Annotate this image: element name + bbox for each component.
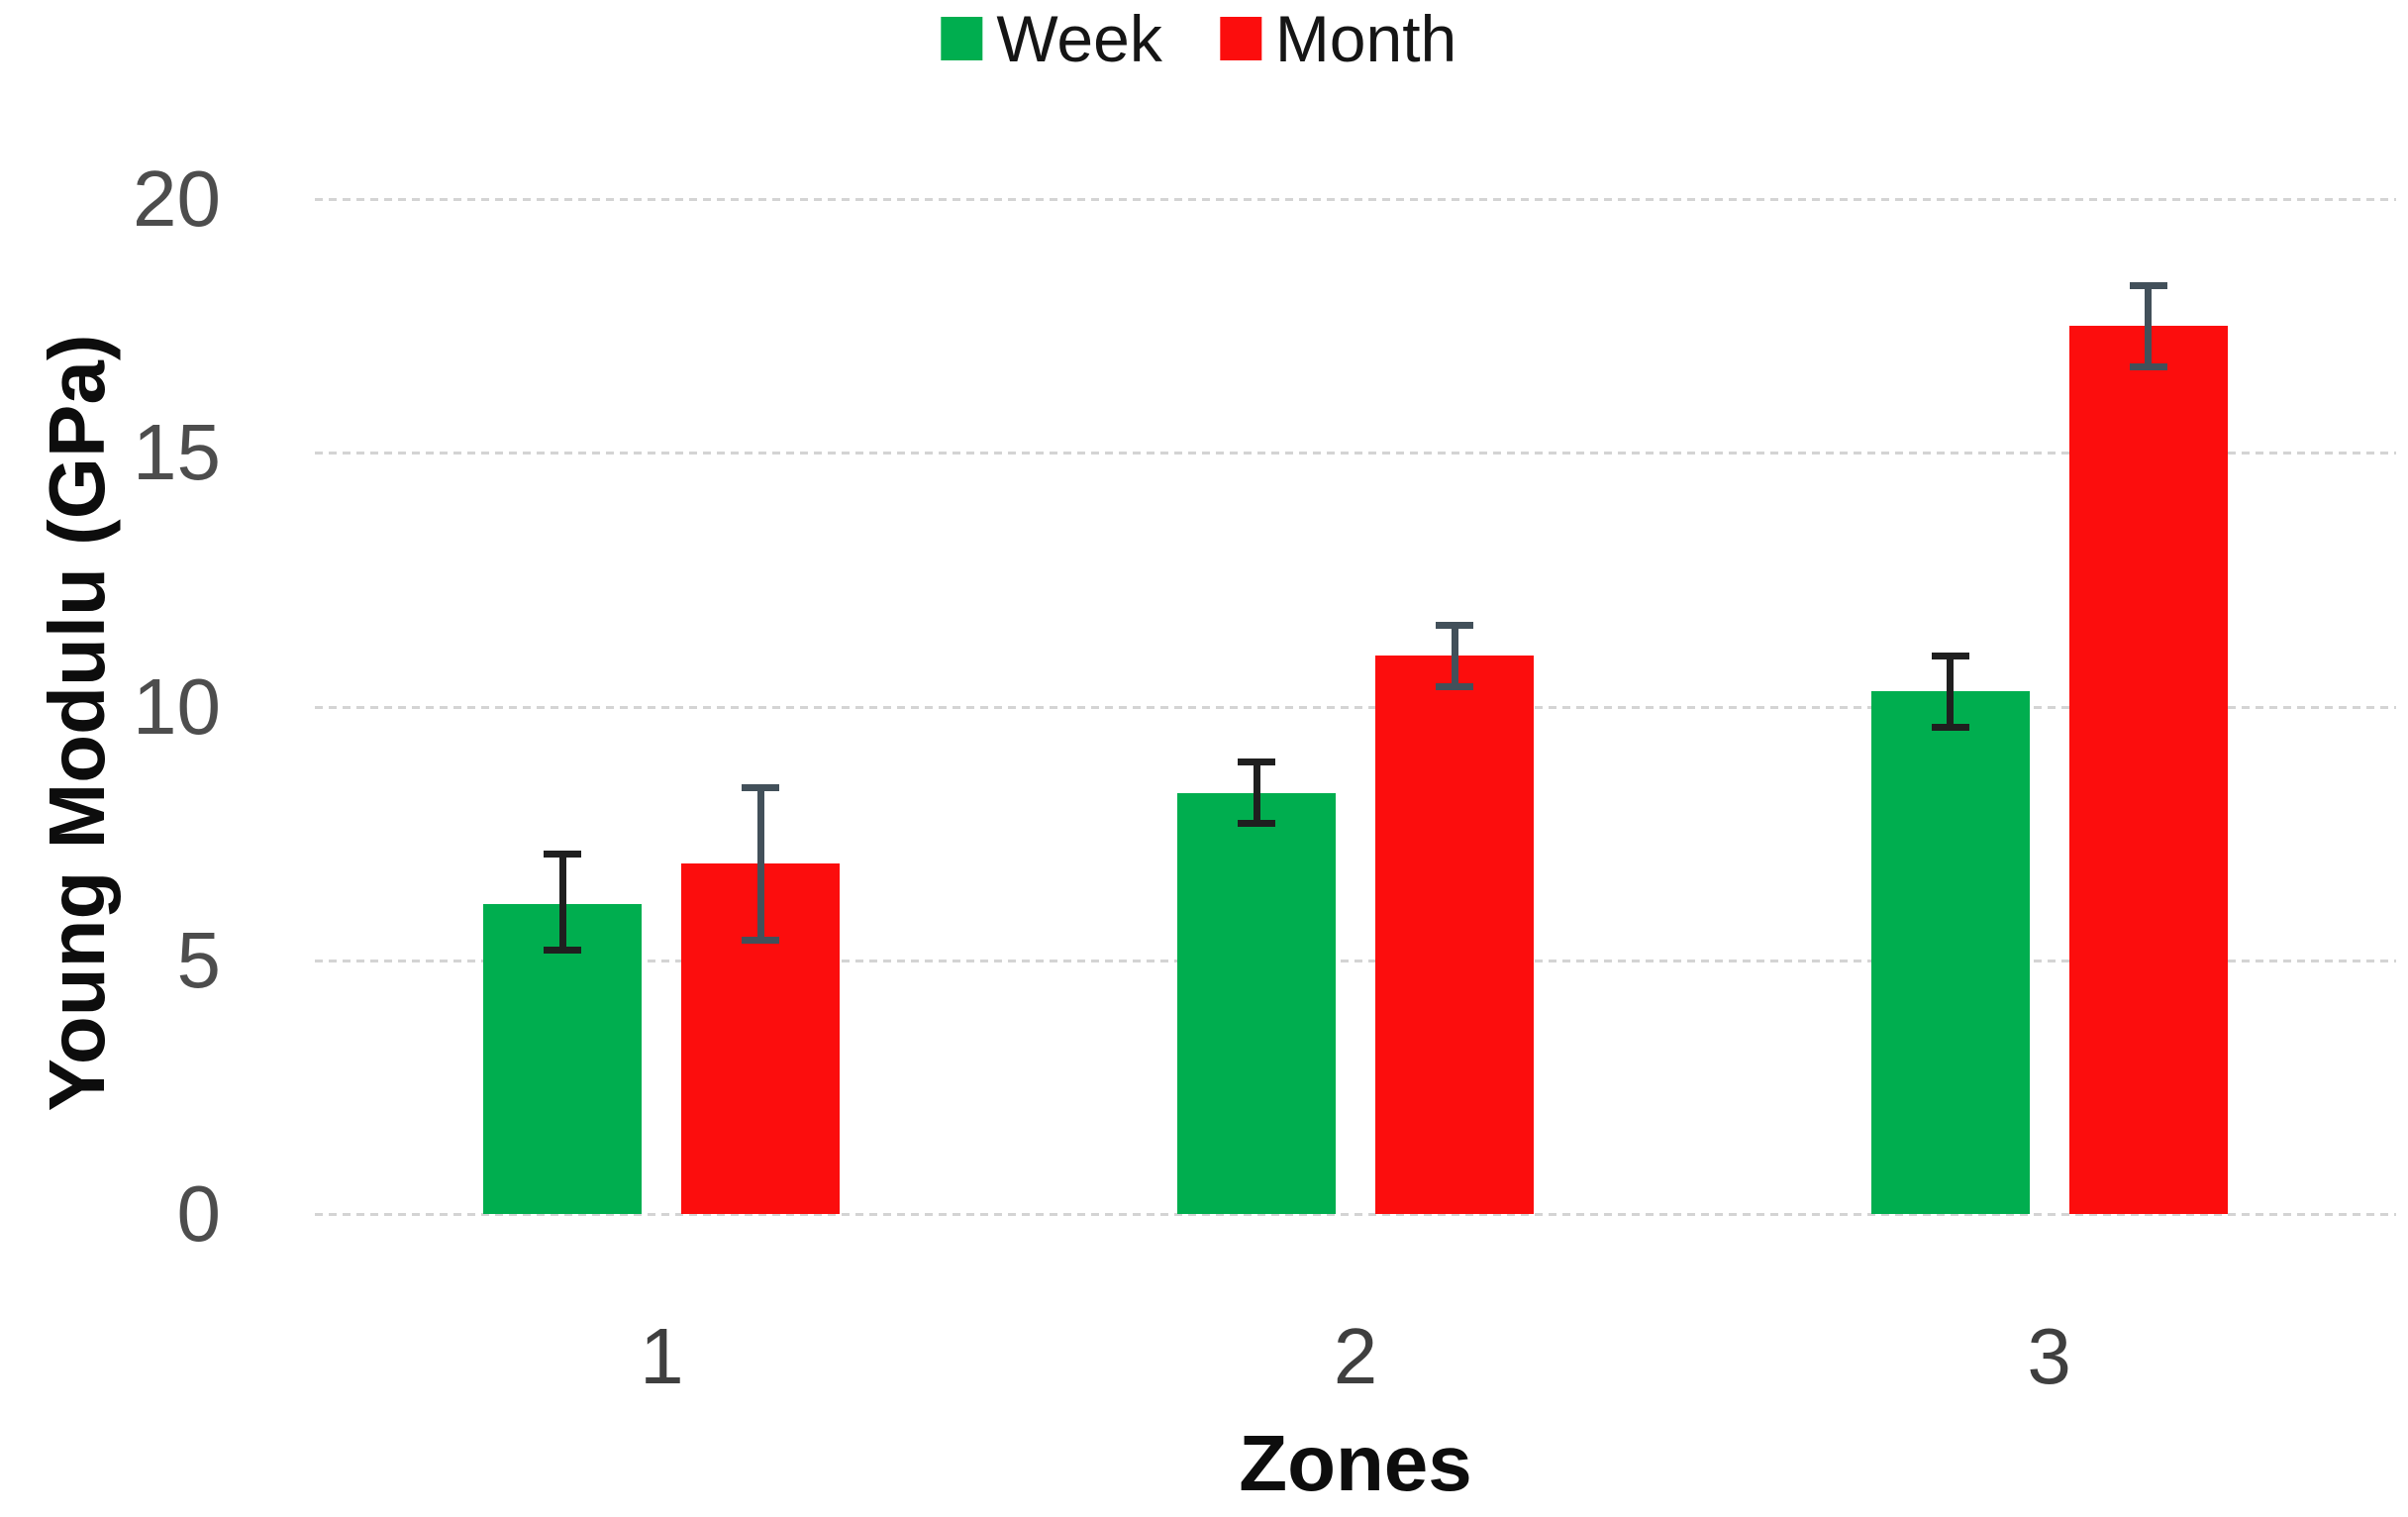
error-cap-bottom-week-zone-2 (1238, 819, 1275, 827)
error-cap-bottom-month-zone-1 (742, 936, 780, 944)
error-cap-top-week-zone-2 (1238, 758, 1275, 766)
error-cap-bottom-week-zone-3 (1931, 723, 1969, 731)
gridline-20 (315, 198, 2396, 201)
error-bar-month-zone-2 (1451, 625, 1458, 686)
error-cap-top-month-zone-1 (742, 784, 780, 791)
legend-item-month: Month (1219, 2, 1457, 75)
error-cap-top-week-zone-1 (544, 850, 582, 858)
gridline-5 (315, 959, 2396, 962)
error-cap-bottom-week-zone-1 (544, 947, 582, 954)
y-tick-label-0: 0 (176, 1169, 222, 1258)
legend-item-week: Week (941, 6, 1162, 71)
x-category-label-2: 2 (1333, 1312, 1378, 1400)
error-cap-top-week-zone-3 (1931, 652, 1969, 659)
bar-month-zone-3 (2068, 326, 2228, 1214)
error-cap-bottom-month-zone-2 (1436, 682, 1473, 690)
gridline-10 (315, 705, 2396, 709)
bar-week-zone-2 (1177, 792, 1336, 1214)
y-tick-label-10: 10 (133, 661, 221, 751)
gridline-0 (315, 1213, 2396, 1216)
error-cap-top-month-zone-2 (1436, 622, 1473, 629)
x-category-label-3: 3 (2027, 1312, 2071, 1400)
y-tick-label-5: 5 (176, 915, 222, 1004)
error-bar-month-zone-1 (756, 787, 764, 941)
legend-swatch-week-icon (941, 17, 983, 60)
error-bar-week-zone-3 (1947, 656, 1955, 727)
x-category-label-1: 1 (640, 1312, 684, 1400)
bar-month-zone-2 (1375, 656, 1534, 1214)
error-bar-week-zone-1 (558, 854, 566, 951)
y-tick-label-15: 15 (133, 408, 221, 497)
error-cap-top-month-zone-3 (2129, 281, 2167, 289)
legend-label-week: Week (996, 2, 1162, 75)
error-bar-month-zone-3 (2145, 285, 2153, 367)
error-bar-week-zone-2 (1253, 761, 1260, 824)
legend-swatch-month-icon (1219, 17, 1261, 60)
bar-week-zone-3 (1870, 691, 2030, 1214)
legend-label-month: Month (1274, 2, 1457, 75)
bar-week-zone-1 (483, 904, 643, 1214)
gridline-15 (315, 452, 2396, 455)
error-cap-bottom-month-zone-3 (2129, 362, 2167, 370)
y-tick-label-20: 20 (133, 154, 221, 243)
legend: Week Month (941, 6, 1456, 71)
x-axis-title: Zones (1239, 1419, 1472, 1507)
